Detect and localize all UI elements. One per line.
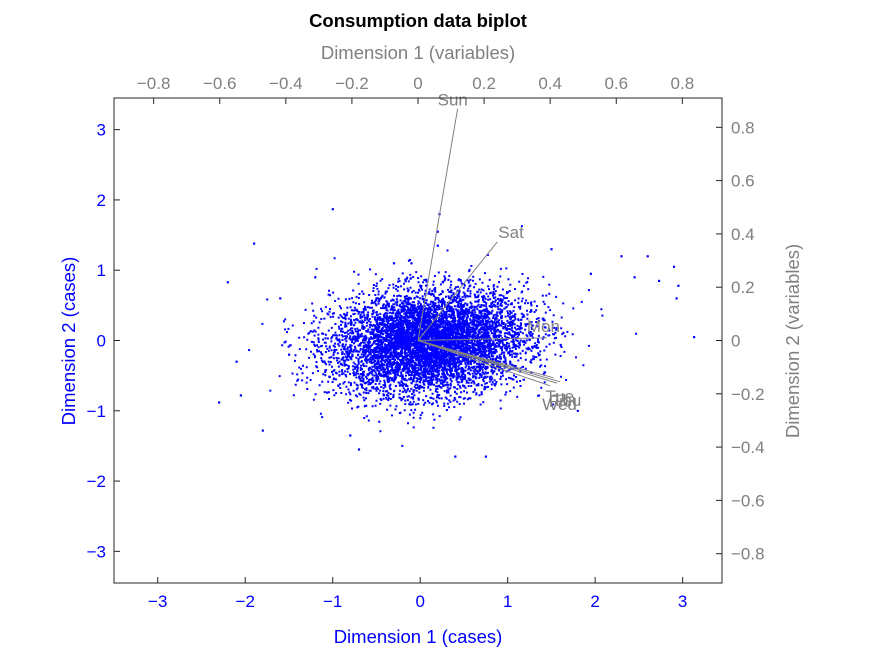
y-tick-label: 0 <box>97 332 106 351</box>
x2-tick-label: −0.8 <box>137 74 171 93</box>
case-point <box>253 242 256 245</box>
case-point <box>633 276 636 279</box>
x2-tick-label: 0.8 <box>671 74 695 93</box>
case-point <box>239 394 242 397</box>
x2-tick-label: −0.2 <box>335 74 369 93</box>
case-point <box>288 353 291 356</box>
y-tick-label: −1 <box>87 402 106 421</box>
variable-vector-sun <box>417 108 459 341</box>
bottom-axis: −3 −2 −1 0 1 2 3 <box>148 577 687 611</box>
case-point <box>261 429 264 432</box>
x-tick-label: 3 <box>678 592 687 611</box>
y2-tick-label: 0.2 <box>731 278 755 297</box>
x2-tick-label: 0.6 <box>604 74 628 93</box>
x-tick-label: 2 <box>590 592 599 611</box>
case-point <box>646 255 649 258</box>
case-point <box>589 272 592 275</box>
right-axis-label: Dimension 2 (variables) <box>782 244 803 438</box>
variable-label-sun: Sun <box>438 91 468 110</box>
x-tick-label: −3 <box>148 592 167 611</box>
y2-tick-label: 0.4 <box>731 225 755 244</box>
case-point <box>620 255 623 258</box>
variable-vector-mon <box>417 337 547 341</box>
case-point <box>314 276 317 279</box>
chart-title: Consumption data biplot <box>309 10 527 31</box>
case-point <box>576 409 579 412</box>
x2-tick-label: 0.2 <box>472 74 496 93</box>
variable-label-mon: Mon <box>527 317 560 336</box>
bottom-axis-label: Dimension 1 (cases) <box>334 626 503 647</box>
case-point <box>436 230 439 233</box>
y-tick-label: −3 <box>87 542 106 561</box>
y2-tick-label: 0.6 <box>731 172 755 191</box>
y2-tick-label: −0.4 <box>731 438 765 457</box>
variable-label-wed: Wed <box>542 395 577 414</box>
y2-tick-label: −0.8 <box>731 545 765 564</box>
y-tick-label: 1 <box>97 261 106 280</box>
case-points <box>218 208 696 458</box>
case-point <box>235 360 238 363</box>
x2-tick-label: 0.4 <box>538 74 562 93</box>
x2-tick-label: 0 <box>413 74 422 93</box>
variable-label-fri: Fri <box>549 392 569 411</box>
x-tick-label: −1 <box>323 592 342 611</box>
right-axis: −0.8 −0.6 −0.4 −0.2 0 0.2 0.4 0.6 0.8 <box>716 118 765 564</box>
case-point <box>675 297 678 300</box>
case-point <box>226 281 229 284</box>
case-point <box>349 434 352 437</box>
case-point <box>454 455 457 458</box>
top-axis-label: Dimension 1 (variables) <box>321 42 515 63</box>
variable-label-sat: Sat <box>498 223 524 242</box>
y-tick-label: 2 <box>97 191 106 210</box>
variable-vector-sat <box>417 241 498 341</box>
left-axis-label: Dimension 2 (cases) <box>58 257 79 426</box>
case-point <box>550 248 553 251</box>
x-tick-label: −2 <box>236 592 255 611</box>
variable-label-tue: Tue <box>545 387 574 406</box>
top-axis: −0.8 −0.6 −0.4 −0.2 0 0.2 0.4 0.6 0.8 <box>137 74 694 104</box>
left-axis: −3 −2 −1 0 1 2 3 <box>87 121 120 561</box>
case-point <box>484 455 487 458</box>
case-point <box>218 401 221 404</box>
y-tick-label: −2 <box>87 472 106 491</box>
case-point <box>436 244 439 247</box>
variable-label-thu: Thu <box>552 391 581 410</box>
case-point <box>658 279 661 282</box>
x2-tick-label: −0.4 <box>269 74 303 93</box>
case-point <box>331 208 334 211</box>
case-point <box>677 284 680 287</box>
case-point-cloud <box>248 225 638 447</box>
y2-tick-label: −0.2 <box>731 385 765 404</box>
y2-tick-label: 0.8 <box>731 118 755 137</box>
variable-vector-fri <box>417 340 557 384</box>
y-tick-label: 3 <box>97 121 106 140</box>
y2-tick-label: −0.6 <box>731 491 765 510</box>
x-tick-label: 0 <box>415 592 424 611</box>
case-point <box>357 448 361 451</box>
x-tick-label: 1 <box>503 592 512 611</box>
case-point <box>672 265 676 268</box>
x2-tick-label: −0.6 <box>203 74 237 93</box>
case-point <box>693 336 696 339</box>
case-point <box>279 297 282 300</box>
variable-vector-wed <box>417 340 551 387</box>
case-point <box>392 262 396 265</box>
case-point <box>410 262 413 265</box>
y2-tick-label: 0 <box>731 332 740 351</box>
